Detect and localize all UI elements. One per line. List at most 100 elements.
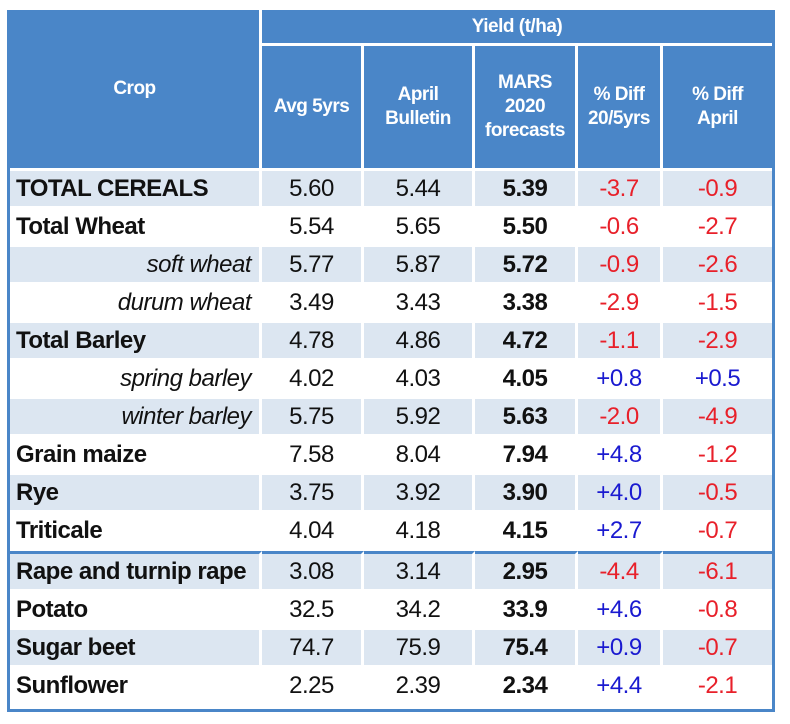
avg-5yrs-value: 5.77	[262, 247, 364, 285]
diff-april-value: -2.7	[663, 209, 773, 247]
crop-name: Total Wheat	[10, 209, 262, 247]
diff-5yrs-value: +0.8	[578, 361, 663, 399]
mars-forecast-value: 5.50	[475, 209, 578, 247]
diff-5yrs-value: +4.4	[578, 668, 663, 706]
diff-april-value: -2.9	[663, 323, 773, 361]
diff-5yrs-value: -2.9	[578, 285, 663, 323]
table-row: Rye 3.75 3.92 3.90 +4.0 -0.5	[10, 475, 773, 513]
diff-5yrs-value: -0.9	[578, 247, 663, 285]
april-bulletin-value: 2.39	[364, 668, 475, 706]
header-line: 20/5yrs	[587, 108, 651, 129]
table-row: Sugar beet 74.7 75.9 75.4 +0.9 -0.7	[10, 630, 773, 668]
header-avg-5yrs: Avg 5yrs	[262, 46, 364, 171]
table-row: winter barley 5.75 5.92 5.63 -2.0 -4.9	[10, 399, 773, 437]
diff-5yrs-value: +0.9	[578, 630, 663, 668]
table-row: spring barley 4.02 4.03 4.05 +0.8 +0.5	[10, 361, 773, 399]
mars-forecast-value: 4.15	[475, 513, 578, 551]
header-line: April	[397, 84, 439, 105]
mars-forecast-value: 2.95	[475, 551, 578, 592]
mars-forecast-value: 4.05	[475, 361, 578, 399]
crop-name: Sunflower	[10, 668, 262, 706]
header-line: forecasts	[485, 120, 566, 141]
april-bulletin-value: 4.86	[364, 323, 475, 361]
header-line: Avg 5yrs	[273, 96, 350, 117]
header-mars-forecasts: MARS 2020 forecasts	[475, 46, 578, 171]
april-bulletin-value: 3.43	[364, 285, 475, 323]
table-row: soft wheat 5.77 5.87 5.72 -0.9 -2.6	[10, 247, 773, 285]
diff-april-value: -0.8	[663, 592, 773, 630]
table-row: durum wheat 3.49 3.43 3.38 -2.9 -1.5	[10, 285, 773, 323]
mars-forecast-value: 33.9	[475, 592, 578, 630]
table-row: Grain maize 7.58 8.04 7.94 +4.8 -1.2	[10, 437, 773, 475]
crop-name: Rye	[10, 475, 262, 513]
avg-5yrs-value: 5.75	[262, 399, 364, 437]
avg-5yrs-value: 7.58	[262, 437, 364, 475]
table-row: Total Barley 4.78 4.86 4.72 -1.1 -2.9	[10, 323, 773, 361]
header-diff-april: % Diff April	[663, 46, 773, 171]
table-body: TOTAL CEREALS 5.60 5.44 5.39 -3.7 -0.9 Total W…	[10, 171, 773, 706]
mars-forecast-value: 7.94	[475, 437, 578, 475]
april-bulletin-value: 75.9	[364, 630, 475, 668]
diff-5yrs-value: -4.4	[578, 551, 663, 592]
avg-5yrs-value: 3.75	[262, 475, 364, 513]
crop-name: TOTAL CEREALS	[10, 171, 262, 209]
crop-name: spring barley	[10, 361, 262, 399]
table-row: Rape and turnip rape 3.08 3.14 2.95 -4.4 -6.1	[10, 551, 773, 592]
header-line: Bulletin	[385, 108, 451, 129]
header-yield-group: Yield (t/ha)	[262, 10, 773, 46]
avg-5yrs-value: 4.02	[262, 361, 364, 399]
avg-5yrs-value: 5.54	[262, 209, 364, 247]
april-bulletin-value: 3.92	[364, 475, 475, 513]
crop-name: Sugar beet	[10, 630, 262, 668]
april-bulletin-value: 34.2	[364, 592, 475, 630]
avg-5yrs-value: 4.78	[262, 323, 364, 361]
diff-april-value: -0.7	[663, 630, 773, 668]
avg-5yrs-value: 3.08	[262, 551, 364, 592]
april-bulletin-value: 4.03	[364, 361, 475, 399]
diff-april-value: -1.5	[663, 285, 773, 323]
april-bulletin-value: 3.14	[364, 551, 475, 592]
april-bulletin-value: 4.18	[364, 513, 475, 551]
crop-name: Total Barley	[10, 323, 262, 361]
header-line: % Diff	[692, 84, 743, 105]
avg-5yrs-value: 74.7	[262, 630, 364, 668]
avg-5yrs-value: 2.25	[262, 668, 364, 706]
april-bulletin-value: 8.04	[364, 437, 475, 475]
header-line: MARS	[498, 72, 552, 93]
yield-table-frame: Crop Yield (t/ha) Avg 5yrs April Bulleti…	[7, 10, 775, 712]
mars-forecast-value: 3.38	[475, 285, 578, 323]
table-row: TOTAL CEREALS 5.60 5.44 5.39 -3.7 -0.9	[10, 171, 773, 209]
diff-5yrs-value: -2.0	[578, 399, 663, 437]
diff-5yrs-value: -1.1	[578, 323, 663, 361]
header-crop: Crop	[10, 10, 262, 171]
april-bulletin-value: 5.92	[364, 399, 475, 437]
avg-5yrs-value: 32.5	[262, 592, 364, 630]
april-bulletin-value: 5.44	[364, 171, 475, 209]
crop-name: durum wheat	[10, 285, 262, 323]
diff-5yrs-value: -0.6	[578, 209, 663, 247]
mars-forecast-value: 75.4	[475, 630, 578, 668]
header-line: 2020	[504, 96, 546, 117]
crop-name: Potato	[10, 592, 262, 630]
diff-april-value: -1.2	[663, 437, 773, 475]
mars-forecast-value: 5.39	[475, 171, 578, 209]
mars-forecast-value: 5.63	[475, 399, 578, 437]
diff-5yrs-value: +4.6	[578, 592, 663, 630]
avg-5yrs-value: 5.60	[262, 171, 364, 209]
diff-april-value: -0.5	[663, 475, 773, 513]
diff-5yrs-value: -3.7	[578, 171, 663, 209]
april-bulletin-value: 5.65	[364, 209, 475, 247]
mars-forecast-value: 3.90	[475, 475, 578, 513]
diff-april-value: -2.6	[663, 247, 773, 285]
table-row: Sunflower 2.25 2.39 2.34 +4.4 -2.1	[10, 668, 773, 706]
mars-forecast-value: 2.34	[475, 668, 578, 706]
table-row: Triticale 4.04 4.18 4.15 +2.7 -0.7	[10, 513, 773, 551]
crop-name: Rape and turnip rape	[10, 551, 262, 592]
diff-april-value: -0.9	[663, 171, 773, 209]
crop-name: Triticale	[10, 513, 262, 551]
yield-table: Crop Yield (t/ha) Avg 5yrs April Bulleti…	[10, 10, 773, 706]
diff-april-value: -6.1	[663, 551, 773, 592]
diff-april-value: -0.7	[663, 513, 773, 551]
crop-name: Grain maize	[10, 437, 262, 475]
diff-april-value: -2.1	[663, 668, 773, 706]
